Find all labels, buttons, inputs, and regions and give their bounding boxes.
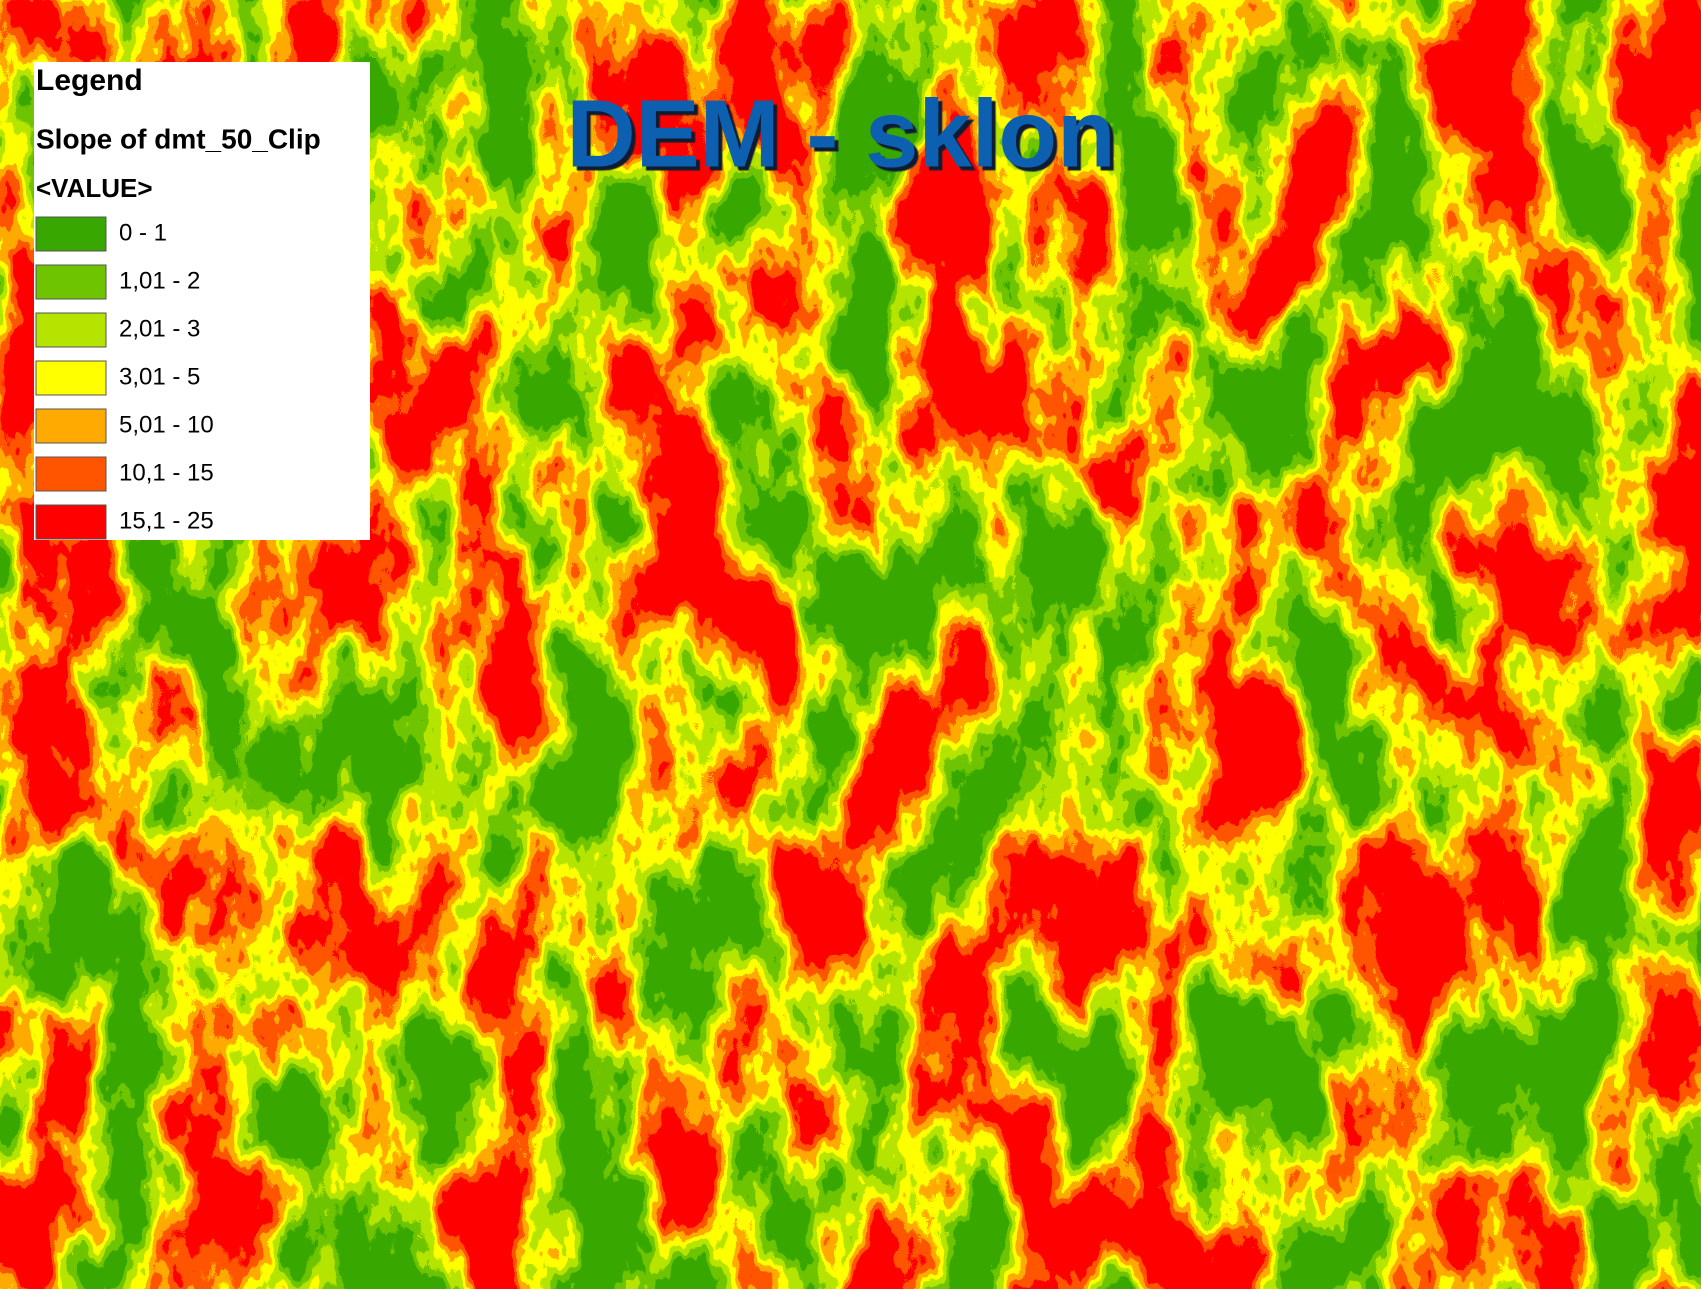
legend-label: 2,01 - 3 <box>119 315 200 342</box>
legend-swatch <box>36 505 106 539</box>
legend-label: 5,01 - 10 <box>119 411 214 438</box>
legend-label: 3,01 - 5 <box>119 363 200 390</box>
title: DEM - sklon <box>566 80 1115 187</box>
legend: Legend Slope of dmt_50_Clip <VALUE> 0 - … <box>34 62 370 540</box>
legend-field: <VALUE> <box>36 173 153 203</box>
legend-swatch <box>36 361 106 395</box>
legend-swatch <box>36 409 106 443</box>
legend-label: 10,1 - 15 <box>119 459 214 486</box>
legend-swatch <box>36 457 106 491</box>
legend-layer: Slope of dmt_50_Clip <box>36 123 321 154</box>
legend-swatch <box>36 265 106 299</box>
legend-label: 1,01 - 2 <box>119 267 200 294</box>
legend-label: 0 - 1 <box>119 219 167 246</box>
map-view: DEM - sklon Legend Slope of dmt_50_Clip … <box>0 0 1701 1289</box>
legend-swatch <box>36 217 106 251</box>
legend-swatch <box>36 313 106 347</box>
page: DEM - sklon Legend Slope of dmt_50_Clip … <box>0 0 1701 1289</box>
legend-heading: Legend <box>36 64 143 97</box>
legend-label: 15,1 - 25 <box>119 507 214 534</box>
